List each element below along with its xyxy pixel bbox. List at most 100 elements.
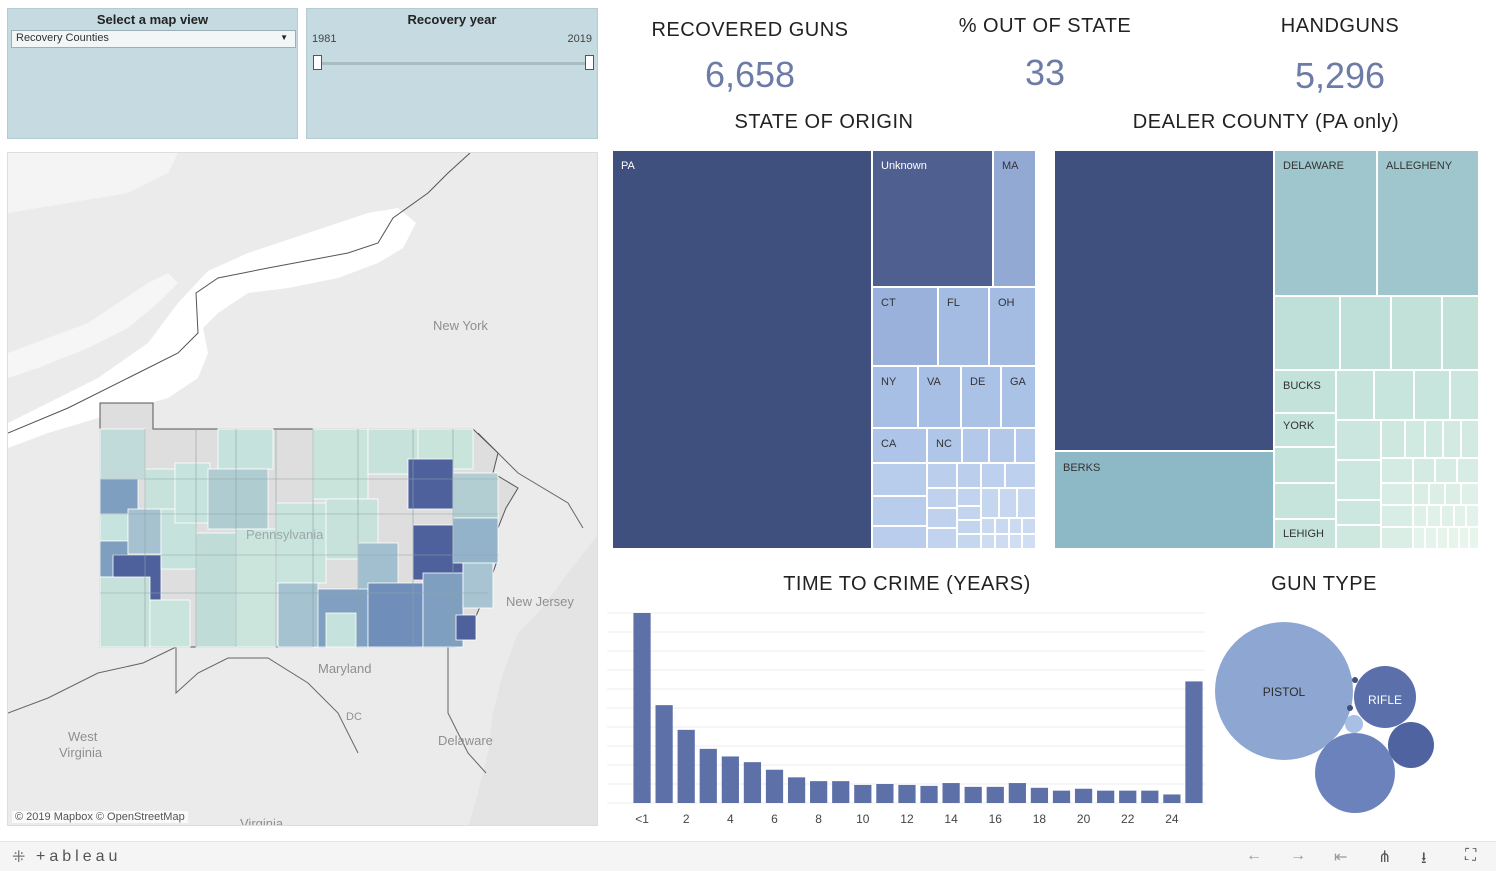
bar-2[interactable] (677, 729, 695, 803)
bar-7[interactable] (787, 777, 806, 803)
treemap-cell[interactable] (1381, 458, 1413, 483)
treemap-cell[interactable] (1413, 483, 1429, 505)
treemap-cell[interactable] (1461, 483, 1479, 505)
tableau-logo-icon[interactable]: ⁜ (12, 849, 26, 866)
treemap-cell-ct[interactable]: CT (872, 287, 938, 366)
download-icon[interactable]: ⭳ (1421, 850, 1427, 867)
bar-5[interactable] (743, 762, 762, 803)
treemap-cell[interactable] (999, 488, 1017, 518)
fullscreen-icon[interactable]: ⛶ (1465, 847, 1477, 864)
treemap-cell[interactable] (1274, 483, 1336, 519)
treemap-cell[interactable] (1340, 296, 1391, 370)
treemap-cell[interactable] (957, 488, 981, 506)
treemap-cell[interactable] (1454, 505, 1466, 527)
treemap-cell-nc[interactable]: NC (927, 428, 962, 463)
gun-type-bubble-chart[interactable]: PISTOL RIFLE (1205, 610, 1445, 825)
bar-14[interactable] (942, 783, 960, 803)
treemap-cell-ny[interactable]: NY (872, 366, 918, 428)
treemap-cell-berks[interactable]: BERKS (1054, 451, 1274, 549)
treemap-cell[interactable] (1450, 370, 1479, 420)
bar-8[interactable] (810, 781, 828, 803)
treemap-cell-lehigh[interactable]: LEHIGH (1274, 519, 1336, 549)
bubble-pistol[interactable] (1215, 622, 1353, 760)
year-slider-track[interactable] (317, 62, 587, 65)
bar-15[interactable] (964, 786, 982, 803)
treemap-cell-delaware[interactable]: DELAWARE (1274, 150, 1377, 296)
treemap-cell[interactable] (1009, 518, 1022, 534)
time-to-crime-chart[interactable]: <1 2 4 6 8 10 12 14 16 18 20 22 24 (607, 603, 1207, 835)
map-attribution[interactable]: © 2019 Mapbox © OpenStreetMap (12, 811, 188, 823)
treemap-cell[interactable] (957, 534, 981, 549)
treemap-cell-de[interactable]: DE (961, 366, 1001, 428)
bubble-tiny-1[interactable] (1345, 715, 1363, 733)
treemap-cell[interactable] (1414, 370, 1450, 420)
treemap-cell[interactable] (962, 428, 989, 463)
bar-6[interactable] (765, 769, 784, 803)
bar-3[interactable] (699, 748, 717, 803)
treemap-cell[interactable] (1466, 505, 1479, 527)
treemap-cell[interactable] (872, 526, 927, 549)
bar-25+[interactable] (1185, 681, 1203, 803)
treemap-cell[interactable] (1469, 527, 1479, 549)
treemap-cell-bucks[interactable]: BUCKS (1274, 370, 1336, 413)
undo-icon[interactable]: ← (1246, 847, 1262, 864)
treemap-cell[interactable] (1459, 527, 1469, 549)
redo-icon[interactable]: → (1290, 847, 1306, 864)
treemap-cell[interactable] (981, 518, 995, 534)
dealer-county-treemap[interactable]: BERKS DELAWARE ALLEGHENY BUCKS YORK LEHI… (1054, 150, 1479, 549)
treemap-cell[interactable] (1381, 527, 1413, 549)
share-icon[interactable]: ⋔ (1378, 849, 1392, 866)
treemap-cell[interactable] (927, 508, 957, 528)
treemap-cell[interactable] (927, 463, 957, 488)
treemap-cell[interactable] (1445, 483, 1461, 505)
treemap-cell-ma[interactable]: MA (993, 150, 1036, 287)
treemap-cell[interactable] (1429, 483, 1445, 505)
treemap-cell[interactable] (1461, 420, 1479, 458)
treemap-cell-unlabeled-large[interactable] (1054, 150, 1274, 451)
year-slider-min-handle[interactable] (313, 55, 322, 70)
bar-22[interactable] (1119, 790, 1137, 803)
bubble-unlabeled-small[interactable] (1388, 722, 1434, 768)
tableau-logo-text[interactable]: +ableau (36, 848, 122, 865)
bar-10[interactable] (854, 784, 872, 803)
treemap-cell[interactable] (981, 488, 999, 518)
treemap-cell[interactable] (1391, 296, 1442, 370)
treemap-cell[interactable] (995, 518, 1009, 534)
bar-13[interactable] (920, 785, 938, 803)
recovery-map[interactable]: New York Pennsylvania New Jersey Marylan… (7, 152, 598, 826)
treemap-cell[interactable] (872, 496, 927, 526)
state-of-origin-treemap[interactable]: PA Unknown MA CT FL OH NY VA DE GA CA NC (612, 150, 1036, 549)
treemap-cell-fl[interactable]: FL (938, 287, 989, 366)
treemap-cell[interactable] (1425, 420, 1443, 458)
treemap-cell[interactable] (1381, 505, 1413, 527)
bubble-tiny-3[interactable] (1347, 705, 1353, 711)
treemap-cell[interactable] (1442, 296, 1479, 370)
treemap-cell[interactable] (1274, 447, 1336, 483)
treemap-cell[interactable] (1022, 534, 1036, 549)
treemap-cell[interactable] (1336, 460, 1381, 500)
treemap-cell[interactable] (957, 506, 981, 520)
treemap-cell[interactable] (1427, 505, 1441, 527)
treemap-cell[interactable] (1005, 463, 1036, 488)
treemap-cell-ga[interactable]: GA (1001, 366, 1036, 428)
treemap-cell[interactable] (981, 534, 995, 549)
treemap-cell[interactable] (981, 463, 1005, 488)
treemap-cell-ca[interactable]: CA (872, 428, 927, 463)
treemap-cell[interactable] (1015, 428, 1036, 463)
bar-18[interactable] (1030, 787, 1049, 803)
treemap-cell[interactable] (957, 520, 981, 534)
treemap-cell-unknown[interactable]: Unknown (872, 150, 993, 287)
bar-9[interactable] (832, 781, 850, 803)
treemap-cell[interactable] (1425, 527, 1437, 549)
treemap-cell[interactable] (989, 428, 1015, 463)
treemap-cell[interactable] (995, 534, 1009, 549)
treemap-cell-pa[interactable]: PA (612, 150, 872, 549)
treemap-cell[interactable] (1336, 370, 1374, 420)
year-slider-max-handle[interactable] (585, 55, 594, 70)
treemap-cell[interactable] (1413, 527, 1425, 549)
map-view-select[interactable]: Recovery Counties ▼ (11, 30, 296, 48)
treemap-cell-oh[interactable]: OH (989, 287, 1036, 366)
treemap-cell[interactable] (1413, 505, 1427, 527)
treemap-cell[interactable] (957, 463, 981, 488)
treemap-cell[interactable] (1336, 420, 1381, 460)
